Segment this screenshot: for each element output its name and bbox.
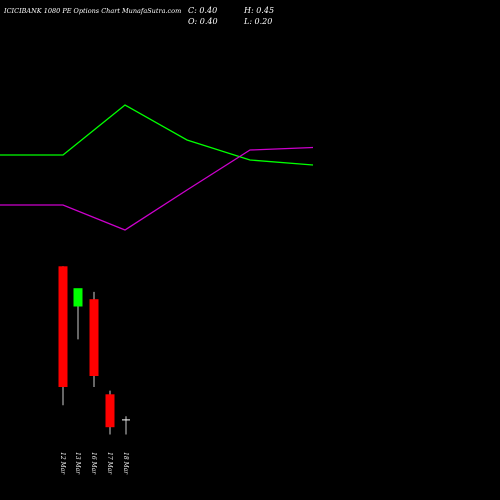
x-tick-label: 18 Mar (122, 452, 129, 475)
x-tick-label: 17 Mar (106, 452, 113, 475)
candle-12-mar (58, 266, 68, 406)
x-axis-labels: 12 Mar 13 Mar 16 Mar 17 Mar 18 Mar (59, 452, 129, 475)
x-tick-label: 12 Mar (59, 452, 66, 475)
candle-17-mar (105, 390, 115, 435)
x-tick-label: 16 Mar (90, 452, 97, 475)
candle-body (89, 299, 99, 376)
candle-16-mar (89, 291, 99, 387)
candle-body (58, 266, 68, 387)
high-readout: H: 0.45 (243, 6, 274, 15)
chart-title: ICICIBANK 1080 PE Options Chart MunafaSu… (3, 7, 181, 15)
candlesticks (58, 266, 130, 435)
close-readout: C: 0.40 (188, 6, 217, 15)
x-tick-label: 13 Mar (74, 452, 81, 475)
indicator-line-2 (0, 146, 314, 231)
open-readout: O: 0.40 (188, 17, 218, 26)
indicator-lines (0, 104, 314, 231)
candle-body (105, 394, 115, 428)
candle-18-mar (122, 416, 130, 435)
low-readout: L: 0.20 (243, 17, 272, 26)
indicator-line-1 (0, 104, 314, 166)
candle-body (73, 288, 83, 307)
candle-13-mar (73, 288, 83, 340)
